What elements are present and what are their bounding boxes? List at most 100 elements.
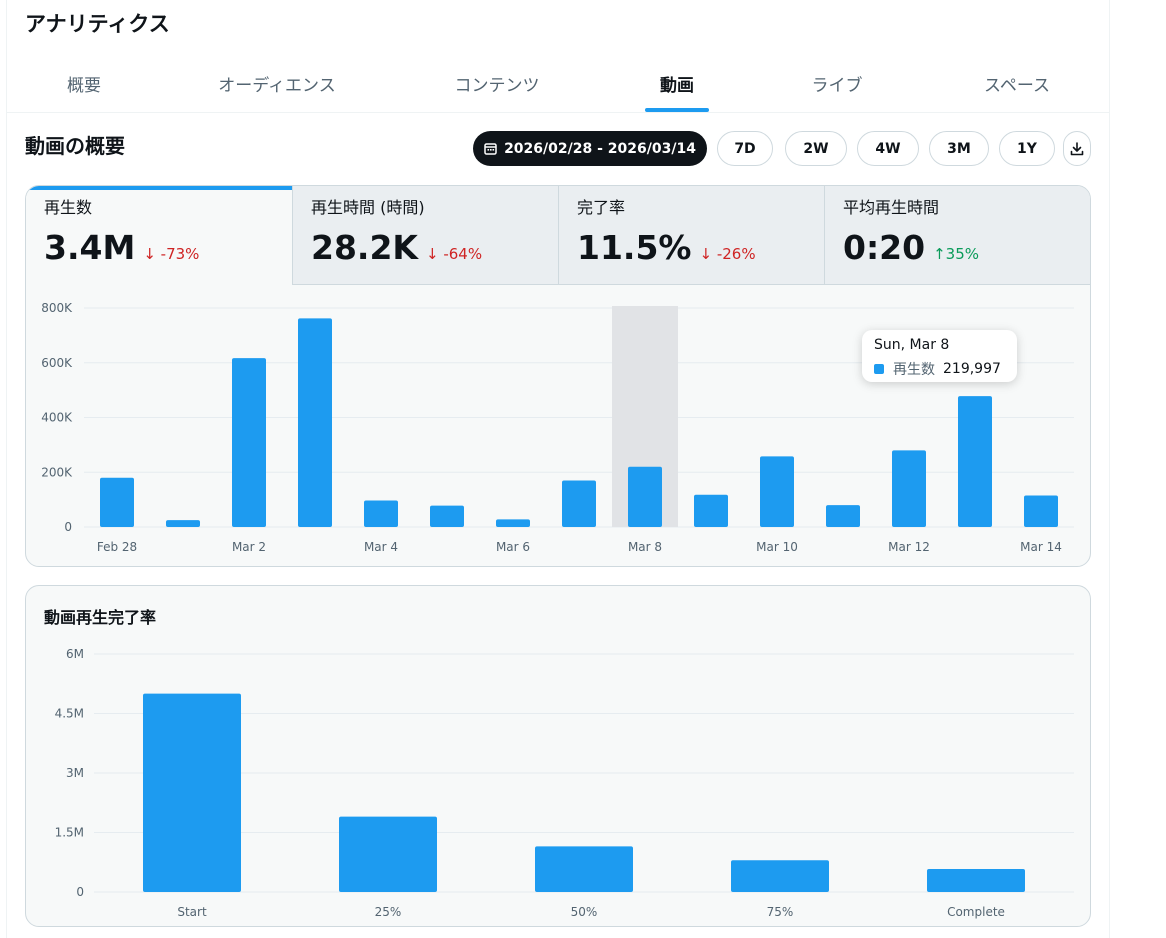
tooltip-row: 再生数 219,997 [874,359,1001,379]
views-bar-chart[interactable]: 0 200K 400K 600K 800K Feb 28 Mar 2 Mar 4 Mar 6 Ma… [26,286,1090,566]
range-1y-button[interactable]: 1Y [999,131,1055,166]
metric-watch-time[interactable]: 再生時間 (時間) 28.2K ↓ -64% [292,186,558,285]
tab-bar: 概要 オーディエンス コンテンツ 動画 ライブ スペース [7,58,1109,113]
active-tab-indicator [645,108,709,112]
series-swatch [874,364,884,374]
calendar-icon [484,143,497,155]
bar [892,450,926,527]
metric-label: 再生時間 (時間) [311,198,425,217]
video-overview-card: 再生数 3.4M ↓ -73% 再生時間 (時間) 28.2K ↓ -64% 完了率… [25,185,1091,567]
x-tick-label: 75% [767,905,794,919]
bar [958,396,992,527]
metric-views[interactable]: 再生数 3.4M ↓ -73% [26,186,292,285]
bar [826,505,860,527]
bar [339,816,437,892]
tab-audience[interactable]: オーディエンス [197,58,357,112]
bar [100,477,134,527]
section-title: 動画の概要 [25,134,125,158]
page-title: アナリティクス [25,12,170,36]
metric-label: 完了率 [577,198,626,217]
x-tick-label: Mar 6 [496,540,530,554]
tooltip-date: Sun, Mar 8 [874,337,950,353]
range-3m-button[interactable]: 3M [929,131,989,166]
tab-label: ライブ [811,76,863,96]
metric-value: 11.5% [577,228,692,267]
download-icon [1070,141,1084,155]
tooltip-value: 219,997 [943,361,1001,377]
metric-label: 再生数 [44,198,93,217]
bar [364,500,398,527]
x-tick-label: Feb 28 [97,540,137,554]
tab-label: スペース [984,76,1050,96]
y-tick-label: 600K [41,356,73,370]
completion-card: 動画再生完了率 0 1.5M 3M 4.5M 6M Start 25% 50% 75% Compl… [25,585,1091,927]
chart-title: 動画再生完了率 [44,608,157,627]
completion-bar-chart[interactable]: 0 1.5M 3M 4.5M 6M Start 25% 50% 75% Complete [26,586,1090,926]
download-button[interactable] [1063,131,1091,166]
x-tick-label: Mar 8 [628,540,662,554]
date-range-button[interactable]: 2026/02/28 - 2026/03/14 [473,131,707,166]
metric-completion-rate[interactable]: 完了率 11.5% ↓ -26% [558,186,824,285]
metric-value-row: 0:20 ↑35% [843,228,979,267]
tab-content[interactable]: コンテンツ [437,58,557,112]
x-tick-label: 25% [375,905,402,919]
metric-value: 28.2K [311,228,418,267]
bar [927,868,1025,892]
y-tick-label: 800K [41,301,73,315]
bar [731,860,829,892]
y-tick-label: 400K [41,411,73,425]
tab-label: オーディエンス [218,76,336,96]
bar [232,358,266,527]
range-4w-button[interactable]: 4W [857,131,919,166]
metric-avg-watch-time[interactable]: 平均再生時間 0:20 ↑35% [824,186,1090,285]
y-tick-label: 3M [66,766,84,780]
metric-value-row: 11.5% ↓ -26% [577,228,756,267]
tab-video[interactable]: 動画 [627,58,727,112]
tab-overview[interactable]: 概要 [19,58,149,112]
bar [1024,495,1058,527]
y-tick-label: 1.5M [55,826,84,840]
date-range-label: 2026/02/28 - 2026/03/14 [504,140,696,157]
metric-value-row: 3.4M ↓ -73% [44,228,199,267]
y-tick-label: 4.5M [55,707,84,721]
x-tick-label: Mar 10 [756,540,798,554]
tooltip-series-name: 再生数 [893,362,935,378]
y-tick-label: 6M [66,647,84,661]
x-tick-label: Start [177,905,207,919]
active-metric-indicator [26,186,292,190]
range-7d-button[interactable]: 7D [717,131,773,166]
metric-delta: ↑35% [933,245,980,263]
tab-label: コンテンツ [454,76,540,96]
y-tick-label: 0 [76,885,84,899]
y-tick-label: 200K [41,465,73,479]
bar [166,520,200,527]
x-tick-label: Mar 2 [232,540,266,554]
tab-label: 概要 [67,76,101,96]
metric-delta: ↓ -26% [699,245,756,263]
bar [760,456,794,527]
metric-delta: ↓ -73% [143,245,200,263]
x-tick-label: Complete [947,905,1005,919]
bar [298,318,332,527]
y-tick-label: 0 [64,520,72,534]
bar [694,494,728,527]
tab-live[interactable]: ライブ [787,58,887,112]
metric-value: 3.4M [44,228,136,267]
x-tick-label: Mar 4 [364,540,398,554]
metric-value-row: 28.2K ↓ -64% [311,228,482,267]
metric-value: 0:20 [843,228,926,267]
x-tick-label: Mar 12 [888,540,930,554]
x-tick-label: Mar 14 [1020,540,1062,554]
chart-tooltip: Sun, Mar 8 再生数 219,997 [862,330,1017,382]
x-tick-label: 50% [571,905,598,919]
tab-label: 動画 [660,76,694,96]
bar [535,846,633,892]
bar [496,519,530,527]
bar [430,505,464,527]
bar [143,693,241,892]
metric-label: 平均再生時間 [843,198,940,217]
bar [562,480,596,527]
metric-delta: ↓ -64% [426,245,483,263]
tab-spaces[interactable]: スペース [962,58,1072,112]
range-2w-button[interactable]: 2W [785,131,847,166]
